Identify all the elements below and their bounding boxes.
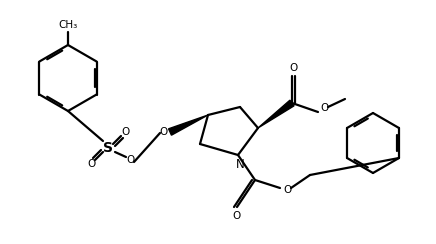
Text: O: O [289,63,297,73]
Text: O: O [87,159,95,169]
Text: O: O [126,155,134,165]
Text: O: O [283,185,291,195]
Text: N: N [235,159,244,172]
Text: O: O [320,103,328,113]
Text: CH₃: CH₃ [58,20,78,30]
Text: S: S [103,141,113,155]
Polygon shape [258,100,294,128]
Polygon shape [169,115,208,135]
Text: O: O [121,127,129,137]
Text: O: O [159,127,167,137]
Text: O: O [232,211,240,221]
